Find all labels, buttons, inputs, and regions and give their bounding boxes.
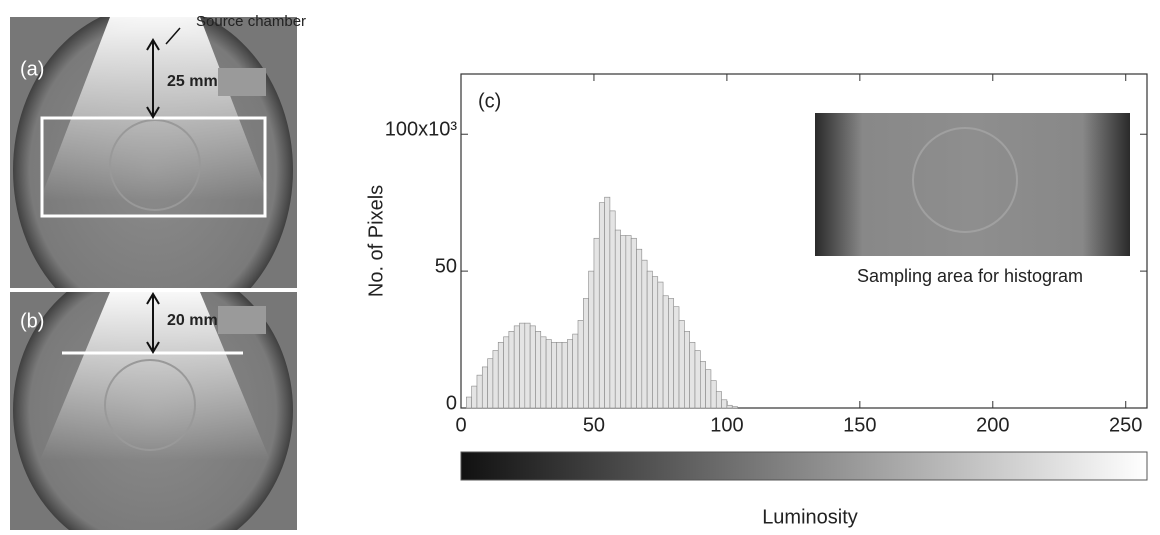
panel-label: (b) [20, 310, 44, 332]
x-tick-label: 200 [976, 414, 1009, 436]
bar [508, 331, 515, 409]
bar [466, 396, 472, 409]
bar [471, 385, 478, 409]
bar [577, 320, 584, 409]
bar [657, 281, 664, 409]
bar [636, 248, 643, 409]
bar [694, 350, 701, 409]
distance-label: 20 mm [167, 312, 218, 329]
bar [572, 333, 579, 409]
bar [652, 276, 659, 409]
bar [700, 361, 706, 409]
photo-b [10, 292, 297, 530]
bar [476, 374, 483, 409]
bar [710, 380, 717, 409]
bar [529, 325, 536, 409]
bar [630, 237, 637, 409]
bar [540, 336, 547, 409]
pointer [165, 27, 181, 45]
bar [673, 306, 680, 409]
bar [731, 406, 738, 409]
source-label: Source chamber [196, 13, 306, 30]
bar [614, 229, 621, 409]
bar [689, 341, 696, 409]
bar [481, 366, 488, 409]
bar [503, 336, 510, 409]
bar [561, 341, 568, 409]
bar [567, 339, 573, 409]
bar [641, 259, 648, 409]
x-tick-label: 50 [583, 414, 605, 436]
bar [721, 399, 728, 409]
bar [684, 331, 690, 409]
bar [620, 235, 627, 409]
photo-a [10, 17, 297, 288]
bar [678, 320, 685, 409]
plot-frame [460, 73, 1148, 409]
bar [513, 325, 520, 409]
bar [497, 341, 504, 409]
x-axis-label: Luminosity [762, 506, 858, 528]
bar [492, 350, 499, 409]
bar [604, 196, 611, 409]
panel-label: (a) [20, 58, 44, 80]
x-tick-label: 250 [1109, 414, 1142, 436]
y-axis-label: No. of Pixels [365, 185, 387, 297]
distance-label: 25 mm [167, 73, 218, 90]
bar [551, 341, 558, 409]
inset-image [815, 113, 1130, 256]
y-tick-label: 0 [446, 392, 457, 414]
y-tick-label: 100x10³ [385, 119, 458, 141]
bar [519, 322, 526, 409]
bar [593, 237, 600, 409]
x-tick-label: 0 [455, 414, 466, 436]
x-tick-label: 150 [843, 414, 876, 436]
bar [583, 298, 589, 409]
bar [726, 404, 733, 409]
bar [598, 202, 605, 409]
bar [535, 331, 542, 409]
bar [487, 358, 494, 409]
inset-caption: Sampling area for histogram [857, 266, 1083, 286]
bar [556, 341, 563, 409]
bar [588, 270, 595, 409]
bar [646, 270, 653, 409]
bar [705, 369, 712, 409]
colorbar [460, 451, 1148, 481]
bar [668, 298, 675, 409]
bar [625, 235, 632, 409]
y-tick-label: 50 [435, 255, 457, 277]
inset-ring [912, 127, 1018, 233]
bar [609, 210, 616, 409]
bar [662, 295, 669, 409]
bar [545, 339, 552, 409]
bar [524, 322, 531, 409]
panel-label: (c) [478, 90, 501, 112]
bar [715, 391, 722, 409]
x-tick-label: 100 [710, 414, 743, 436]
